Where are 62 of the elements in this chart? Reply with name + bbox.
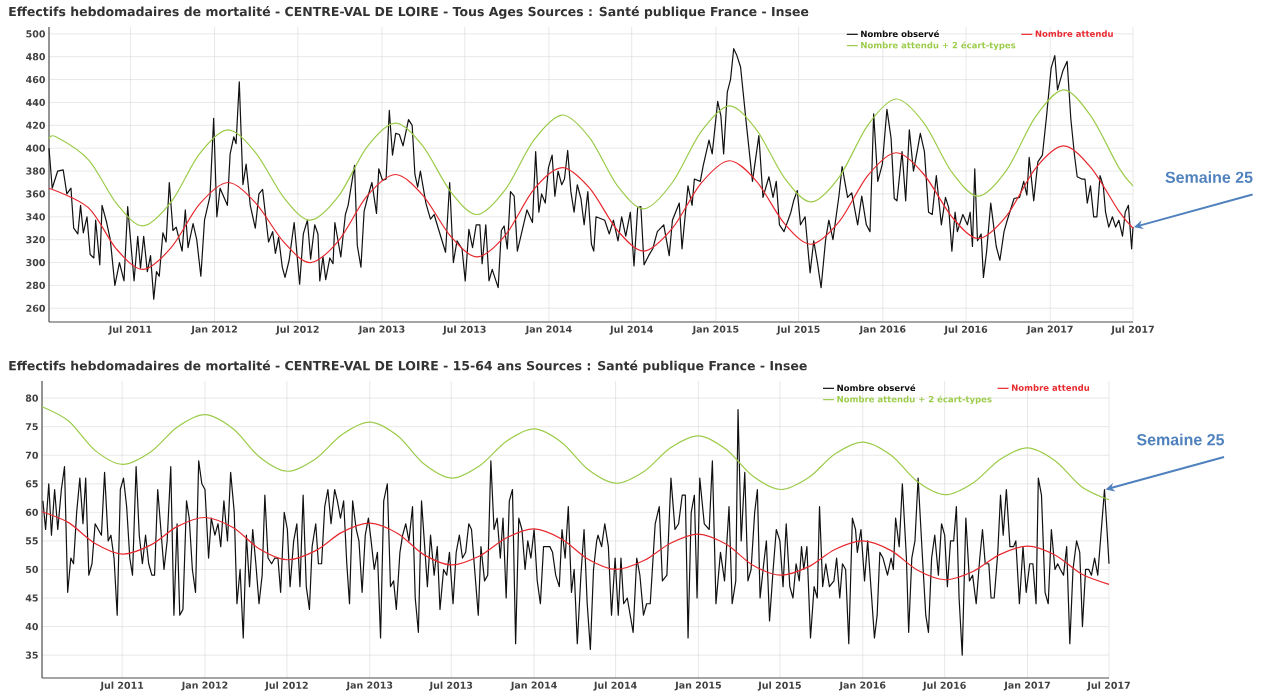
- annotation: Semaine 25: [1136, 433, 1225, 446]
- chart-title: Effectifs hebdomadaires de mortalité - CENTRE-VAL DE LOIRE - Tous Ages Sources : Santé publique France - Insee: [9, 6, 809, 19]
- x-tick-label: Jan 2012: [190, 325, 237, 335]
- legend-label: Nombre observé: [861, 30, 939, 38]
- line-series: [41, 406, 1110, 501]
- y-tick-label: 480: [26, 53, 46, 61]
- x-tick-label: Jan 2014: [525, 325, 572, 335]
- x-tick-label: Jul 2013: [442, 325, 486, 335]
- legend-label: Nombre observé: [837, 384, 916, 392]
- y-tick-label: 50: [25, 565, 39, 574]
- y-tick-label: 55: [25, 537, 38, 545]
- line-series: [48, 89, 1134, 227]
- legend-label: Nombre attendu + 2 écart-types: [837, 395, 992, 405]
- x-tick-label: Jul 2011: [108, 325, 152, 335]
- x-tick-label: Jul 2014: [609, 325, 653, 335]
- y-tick-label: 40: [25, 622, 39, 631]
- y-tick-label: 45: [25, 594, 38, 602]
- y-tick-label: 340: [26, 213, 46, 221]
- y-tick-label: 280: [26, 281, 46, 289]
- chart-title: Effectifs hebdomadaires de mortalité - CENTRE-VAL DE LOIRE - 15-64 ans Sources : Santé publique France - Insee: [9, 360, 807, 373]
- y-tick-label: 380: [26, 167, 46, 175]
- y-tick-label: 320: [26, 236, 46, 244]
- x-tick-label: Jan 2015: [674, 681, 721, 691]
- x-tick-label: Jul 2017: [1110, 325, 1154, 335]
- y-tick-label: 260: [26, 304, 46, 312]
- y-tick-label: 440: [26, 98, 46, 107]
- line-series: [41, 511, 1110, 585]
- x-tick-label: Jan 2013: [346, 681, 393, 691]
- x-tick-label: Jul 2016: [943, 325, 988, 335]
- x-tick-label: Jan 2014: [510, 681, 557, 691]
- legend-label: Nombre attendu: [1011, 384, 1090, 391]
- y-tick-label: 420: [26, 121, 46, 129]
- x-tick-label: Jul 2011: [99, 681, 144, 691]
- y-tick-label: 360: [26, 190, 46, 198]
- x-tick-label: Jul 2012: [264, 681, 308, 691]
- y-tick-label: 75: [25, 423, 38, 431]
- y-tick-label: 80: [25, 394, 39, 402]
- y-tick-label: 65: [25, 480, 38, 488]
- x-tick-label: Jul 2015: [757, 681, 801, 691]
- x-tick-label: Jul 2013: [429, 681, 473, 691]
- legend-label: Nombre attendu: [1035, 30, 1113, 37]
- y-tick-label: 500: [26, 30, 46, 38]
- y-tick-label: 300: [26, 258, 46, 267]
- annotation: Semaine 25: [1165, 171, 1253, 183]
- x-tick-label: Jan 2017: [1026, 325, 1073, 335]
- x-tick-label: Jan 2013: [358, 325, 405, 335]
- x-tick-label: Jul 2012: [275, 325, 319, 335]
- x-tick-label: Jul 2016: [922, 681, 966, 691]
- y-tick-label: 460: [26, 75, 46, 84]
- x-tick-label: Jan 2012: [181, 681, 228, 691]
- y-tick-label: 400: [26, 144, 46, 152]
- x-tick-label: Jan 2017: [1003, 681, 1050, 691]
- legend-label: Nombre attendu + 2 écart-types: [861, 41, 1016, 51]
- y-tick-label: 70: [25, 451, 39, 459]
- x-tick-label: Jan 2016: [859, 325, 906, 335]
- x-tick-label: Jan 2016: [838, 681, 886, 691]
- x-tick-label: Jul 2015: [776, 325, 820, 335]
- x-tick-label: Jul 2014: [593, 681, 637, 691]
- y-tick-label: 60: [25, 508, 39, 516]
- y-tick-label: 35: [25, 651, 38, 659]
- x-tick-label: Jul 2017: [1086, 681, 1130, 691]
- x-tick-label: Jan 2015: [692, 325, 739, 335]
